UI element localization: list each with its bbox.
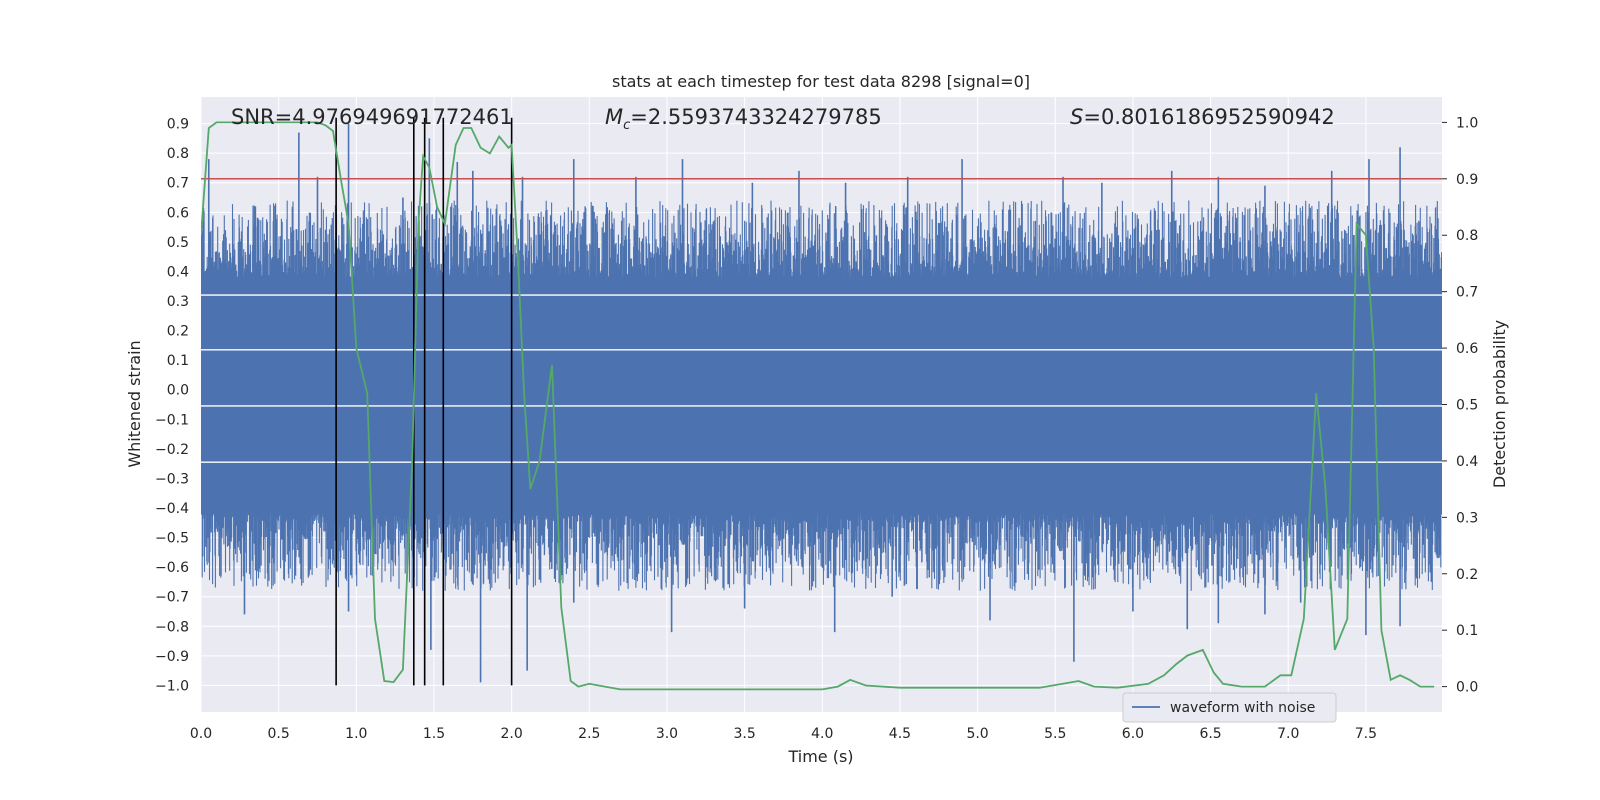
y-tick-label: 0.7 (167, 176, 189, 192)
y2-tick-label: 0.9 (1456, 172, 1478, 188)
x-tick-label: 0.0 (190, 726, 212, 742)
y-tick-label: −0.4 (155, 501, 189, 517)
y2-tick-label: 0.5 (1456, 398, 1478, 414)
y-tick-label: −0.5 (155, 531, 189, 547)
y-tick-label: −0.3 (155, 471, 189, 487)
x-tick-label: 3.0 (656, 726, 678, 742)
y2-tick-label: 0.7 (1456, 285, 1478, 301)
y2-tick-label: 0.2 (1456, 567, 1478, 583)
x-tick-label: 5.5 (1044, 726, 1066, 742)
x-tick-label: 2.5 (578, 726, 600, 742)
waveform-noise-trace (201, 200, 1442, 591)
s-symbol: S (1070, 105, 1083, 129)
x-tick-label: 0.5 (268, 726, 290, 742)
y2-ticks: 1.0 0.9 0.8 0.7 0.6 0.5 0.4 0.3 0.2 0.1 0.0 (1442, 115, 1478, 696)
x-tick-label: 4.5 (889, 726, 911, 742)
y2-tick-label: 0.1 (1456, 623, 1478, 639)
x-ticks: 0.0 0.5 1.0 1.5 2.0 2.5 3.0 3.5 4.0 4.5 5.0 5.5 6.0 6… (190, 726, 1377, 742)
y-tick-label: −0.2 (155, 442, 189, 458)
snr-annotation: SNR=4.976949691772461 (231, 105, 513, 129)
legend-box (1122, 692, 1337, 723)
x-tick-label: 6.0 (1122, 726, 1144, 742)
y2-tick-label: 0.3 (1456, 510, 1478, 526)
chart-title: stats at each timestep for test data 829… (612, 72, 1030, 91)
x-tick-label: 3.5 (733, 726, 755, 742)
x-tick-label: 1.0 (345, 726, 367, 742)
y-tick-label: 0.0 (167, 383, 189, 399)
y2-tick-label: 0.4 (1456, 454, 1478, 470)
y-tick-label: 0.2 (167, 324, 189, 340)
x-tick-label: 2.0 (501, 726, 523, 742)
y-tick-label: −0.1 (155, 412, 189, 428)
y-tick-label: 0.1 (167, 353, 189, 369)
legend: waveform with noise (1122, 692, 1337, 723)
x-axis-label: Time (s) (787, 747, 853, 766)
probability-series (201, 121, 1435, 691)
y2-axis-label: Detection probability (1490, 320, 1509, 488)
s-annotation: S=0.8016186952590942 (1070, 105, 1335, 129)
y2-tick-label: 0.6 (1456, 341, 1478, 357)
y-tick-label: 0.3 (167, 294, 189, 310)
chirp-mass-annotation: Mc=2.5593743324279785 (605, 105, 882, 133)
chirp-mass-subscript: c (623, 118, 630, 133)
y-tick-label: −1.0 (155, 678, 189, 694)
x-tick-label: 6.5 (1199, 726, 1221, 742)
x-tick-label: 7.5 (1355, 726, 1377, 742)
y-tick-label: 0.9 (167, 117, 189, 133)
y-tick-label: −0.6 (155, 560, 189, 576)
x-tick-label: 4.0 (811, 726, 833, 742)
y-tick-label: 0.4 (167, 264, 189, 280)
y-tick-label: 0.6 (167, 205, 189, 221)
y2-tick-label: 0.0 (1456, 680, 1478, 696)
y2-tick-label: 0.8 (1456, 228, 1478, 244)
waveform-series (201, 123, 1442, 683)
y-axis-label: Whitened strain (125, 340, 144, 467)
chirp-mass-symbol: M (605, 105, 623, 129)
y-tick-label: −0.7 (155, 590, 189, 606)
x-tick-label: 5.0 (966, 726, 988, 742)
x-tick-label: 1.5 (423, 726, 445, 742)
y-tick-label: 0.5 (167, 235, 189, 251)
legend-entry: waveform with noise (1170, 700, 1315, 716)
x-tick-label: 7.0 (1277, 726, 1299, 742)
y2-tick-label: 1.0 (1456, 115, 1478, 131)
probability-line (201, 121, 1435, 691)
s-value: =0.8016186952590942 (1083, 105, 1334, 129)
y-tick-label: −0.8 (155, 619, 189, 635)
y-tick-label: 0.8 (167, 146, 189, 162)
y-tick-label: −0.9 (155, 649, 189, 665)
y-ticks: 0.9 0.8 0.7 0.6 0.5 0.4 0.3 0.2 0.1 0.0 −0.1 −0.2 −0… (155, 117, 189, 695)
chirp-mass-value: =2.5593743324279785 (630, 105, 881, 129)
